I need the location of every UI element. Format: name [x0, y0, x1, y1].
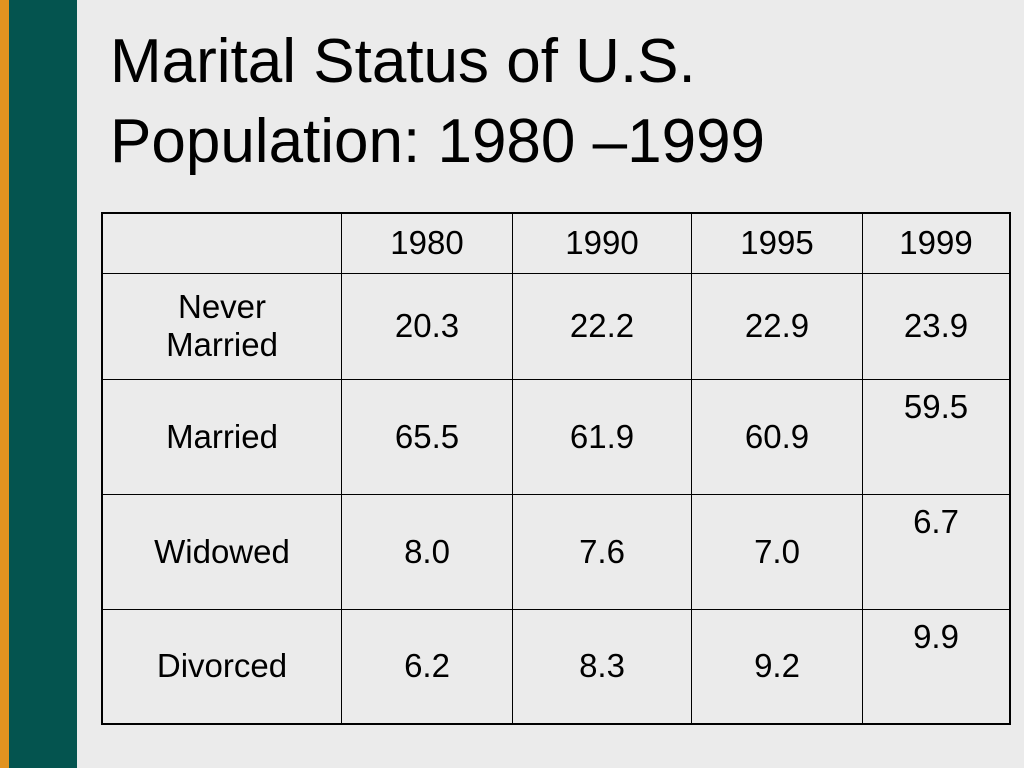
teal-accent-stripe — [9, 0, 77, 768]
header-cell-1990: 1990 — [512, 212, 692, 274]
marital-status-table: 1980 1990 1995 1999 Never Married 20.3 2… — [101, 212, 1011, 725]
table-cell: 6.2 — [341, 608, 513, 725]
table-cell: 7.6 — [512, 493, 692, 610]
table-row: Divorced 6.2 8.3 9.2 9.9 — [101, 608, 1011, 725]
row-label: Never Married — [101, 272, 342, 380]
row-label-line-2: Married — [166, 326, 278, 363]
table-cell: 8.3 — [512, 608, 692, 725]
table-header-row: 1980 1990 1995 1999 — [101, 212, 1011, 274]
table-row: Never Married 20.3 22.2 22.9 23.9 — [101, 272, 1011, 380]
table-cell: 59.5 — [862, 378, 1011, 495]
row-label: Married — [101, 378, 342, 495]
row-label-line-1: Never — [177, 288, 267, 325]
header-cell-1999: 1999 — [862, 212, 1011, 274]
header-cell-1995: 1995 — [691, 212, 863, 274]
table-cell: 7.0 — [691, 493, 863, 610]
title-line-2: Population: 1980 –1999 — [110, 107, 766, 176]
table-cell: 20.3 — [341, 272, 513, 380]
table-cell: 60.9 — [691, 378, 863, 495]
table-cell: 65.5 — [341, 378, 513, 495]
table-cell: 9.2 — [691, 608, 863, 725]
slide-title: Marital Status of U.S. Population: 1980 … — [110, 22, 990, 182]
table-cell: 22.2 — [512, 272, 692, 380]
table-cell: 9.9 — [862, 608, 1011, 725]
table-cell: 23.9 — [862, 272, 1011, 380]
table-cell: 61.9 — [512, 378, 692, 495]
table-row: Widowed 8.0 7.6 7.0 6.7 — [101, 493, 1011, 610]
row-label: Widowed — [101, 493, 342, 610]
table-cell: 6.7 — [862, 493, 1011, 610]
header-cell-empty — [101, 212, 342, 274]
orange-accent-stripe — [0, 0, 9, 768]
table-cell: 22.9 — [691, 272, 863, 380]
table-row: Married 65.5 61.9 60.9 59.5 — [101, 378, 1011, 495]
title-line-1: Marital Status of U.S. — [110, 27, 696, 96]
row-label: Divorced — [101, 608, 342, 725]
header-cell-1980: 1980 — [341, 212, 513, 274]
table-cell: 8.0 — [341, 493, 513, 610]
